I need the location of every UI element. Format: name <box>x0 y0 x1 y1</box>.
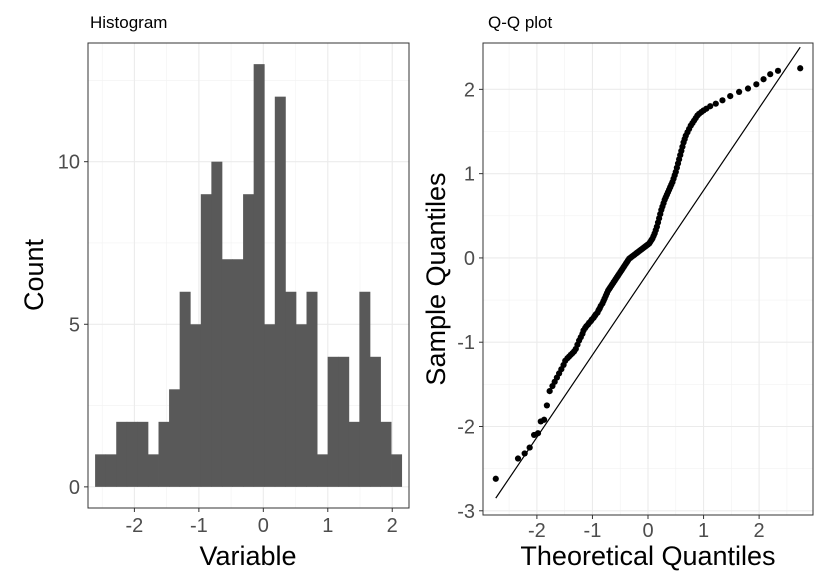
histogram-bar <box>221 259 233 487</box>
qq-point <box>744 85 752 92</box>
qq-point <box>719 97 726 104</box>
qq-point <box>534 430 542 437</box>
histogram-bar <box>359 291 371 487</box>
histogram-y-tick-label: 10 <box>58 152 80 174</box>
histogram-x-tick-label: 2 <box>387 515 398 537</box>
qq-x-ticks: -2 -1 0 1 2 <box>528 515 765 542</box>
histogram-x-tick-label: -2 <box>126 515 144 537</box>
qq-point <box>526 444 533 451</box>
qq-point <box>546 388 553 395</box>
qq-panel: Q-Q plot -2 -1 0 1 2 -3 -2 -1 0 1 2 Theoretical Q… <box>421 13 814 571</box>
histogram-bar <box>369 356 381 487</box>
histogram-bar <box>126 421 138 487</box>
qq-point <box>543 402 550 409</box>
qq-point <box>712 100 719 107</box>
qq-x-tick-label: 2 <box>754 520 765 542</box>
histogram-y-tick-label: 0 <box>69 477 80 499</box>
histogram-bar <box>169 389 181 487</box>
qq-point <box>797 65 804 72</box>
histogram-bar <box>338 356 350 487</box>
histogram-bar <box>264 324 276 487</box>
qq-y-tick-label: 0 <box>464 248 475 270</box>
histogram-bar <box>306 291 318 487</box>
histogram-x-tick-label: -1 <box>190 515 208 537</box>
qq-reference-line-group <box>495 46 801 499</box>
histogram-bar <box>232 259 244 487</box>
qq-point <box>521 450 528 457</box>
qq-x-tick-label: -2 <box>528 520 546 542</box>
histogram-bar <box>391 454 403 487</box>
histogram-bar <box>253 64 265 487</box>
histogram-x-tick-label: 1 <box>322 515 333 537</box>
histogram-bar <box>105 454 117 487</box>
qq-y-tick-label: -3 <box>457 501 475 523</box>
qq-y-ticks: -3 -2 -1 0 1 2 <box>457 79 483 523</box>
qq-x-tick-label: 1 <box>698 520 709 542</box>
qq-point <box>774 67 782 74</box>
histogram-bars <box>95 64 403 487</box>
histogram-x-axis-title: Variable <box>199 541 296 571</box>
qq-x-axis-title: Theoretical Quantiles <box>520 541 775 571</box>
qq-x-tick-label: 0 <box>642 520 653 542</box>
qq-point <box>767 71 774 78</box>
histogram-bar <box>317 454 329 487</box>
histogram-bar <box>158 421 170 487</box>
qq-point <box>753 81 760 88</box>
qq-y-tick-label: -2 <box>457 417 475 439</box>
qq-x-tick-label: -1 <box>584 520 602 542</box>
histogram-x-tick-label: 0 <box>258 515 269 537</box>
qq-point <box>760 76 767 83</box>
qq-grid <box>483 43 813 515</box>
histogram-panel: Histogram -2 -1 0 1 2 0 5 10 Variable Count <box>19 13 410 571</box>
histogram-x-ticks: -2 -1 0 1 2 <box>126 508 398 537</box>
histogram-panel-border <box>87 42 410 509</box>
histogram-bar <box>295 324 307 487</box>
histogram-bar <box>95 454 107 487</box>
qq-point <box>541 416 548 423</box>
histogram-y-tick-label: 5 <box>69 314 80 336</box>
qq-point <box>736 88 743 95</box>
histogram-bar <box>147 454 159 487</box>
qq-y-axis-title: Sample Quantiles <box>421 172 451 385</box>
histogram-bar <box>243 194 255 487</box>
histogram-y-axis-title: Count <box>19 238 49 311</box>
histogram-bar <box>274 96 286 487</box>
histogram-bar <box>190 324 202 487</box>
qq-points <box>492 65 804 482</box>
qq-reference-line <box>495 46 801 499</box>
qq-point <box>727 93 734 100</box>
histogram-bar <box>137 421 149 487</box>
histogram-bar <box>211 161 223 487</box>
histogram-bar <box>116 421 128 487</box>
qq-y-tick-label: 2 <box>464 79 475 101</box>
histogram-y-ticks: 0 5 10 <box>58 152 88 499</box>
histogram-bar <box>179 291 191 487</box>
qq-point <box>707 103 714 110</box>
qq-title: Q-Q plot <box>488 13 553 32</box>
qq-point <box>514 455 522 462</box>
histogram-title: Histogram <box>90 13 167 32</box>
qq-y-tick-label: -1 <box>457 332 475 354</box>
qq-point <box>492 475 499 482</box>
histogram-bar <box>200 194 212 487</box>
qq-y-tick-label: 1 <box>464 164 475 186</box>
histogram-bar <box>380 421 392 487</box>
histogram-bar <box>285 291 297 487</box>
histogram-bar <box>327 356 339 487</box>
histogram-bar <box>348 421 360 487</box>
